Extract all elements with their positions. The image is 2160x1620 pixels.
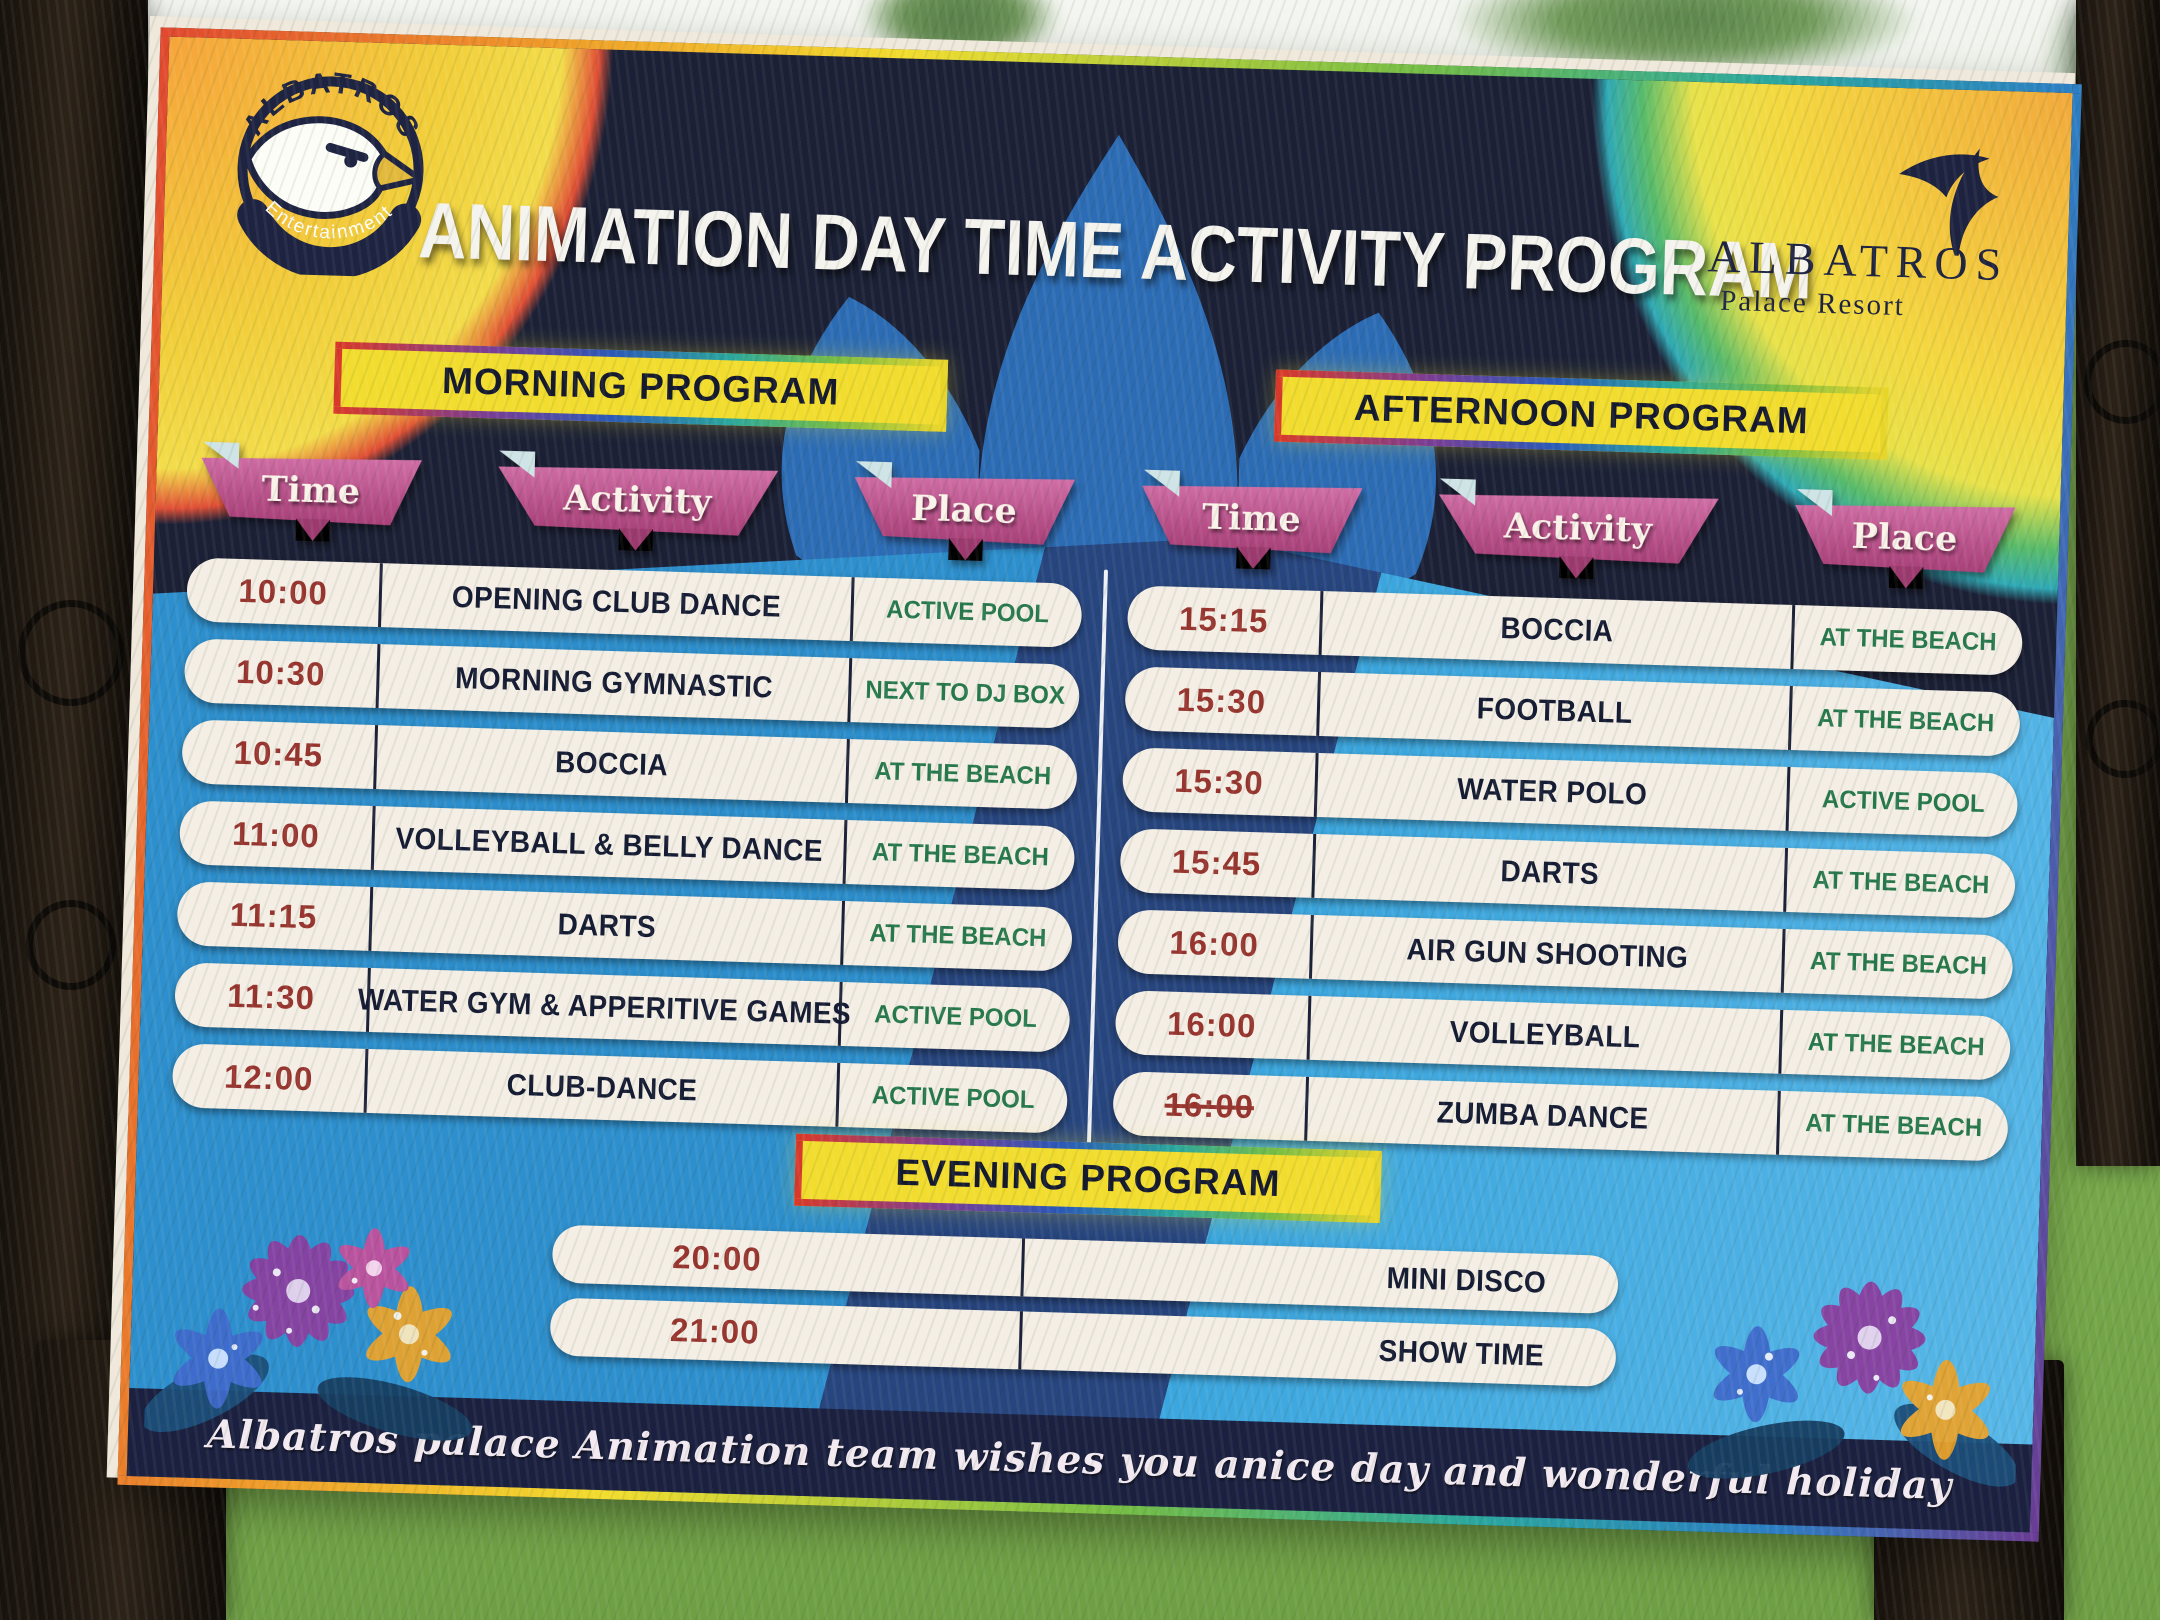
table-row: 20:00 MINI DISCO	[551, 1224, 1619, 1315]
place-header-ribbon: Place	[1789, 489, 2020, 589]
table-row: 15:15 BOCCIA AT THE BEACH	[1126, 585, 2024, 676]
row-activity: OPENING CLUB DANCE	[451, 579, 782, 624]
row-place: ACTIVE POOL	[1821, 785, 1986, 819]
activity-header-label: Activity	[562, 476, 712, 523]
row-place: ACTIVE POOL	[871, 1081, 1035, 1115]
table-row: 15:45 DARTS AT THE BEACH	[1119, 828, 2016, 919]
activity-program-sign: ALBATROS Entertainment ALBATROS Palace R…	[106, 16, 2082, 1542]
table-row: 11:15 DARTS AT THE BEACH	[176, 881, 1073, 972]
afternoon-column-headers: Time Activity Place	[1136, 469, 2021, 589]
lily-flowers-decoration	[1687, 1281, 2019, 1487]
row-time: 15:30	[1176, 680, 1267, 721]
table-row: 11:30 WATER GYM & APPERITIVE GAMES ACTIV…	[174, 962, 1071, 1053]
resort-subtitle-text: Palace Resort	[1719, 284, 1906, 323]
row-activity: DARTS	[1500, 854, 1600, 891]
time-header-label: Time	[1201, 495, 1302, 540]
row-activity: BOCCIA	[1500, 611, 1614, 648]
row-place: AT THE BEACH	[869, 919, 1047, 953]
row-place: NEXT TO DJ BOX	[864, 675, 1066, 711]
row-place: ACTIVE POOL	[873, 1000, 1038, 1034]
row-place: AT THE BEACH	[1809, 946, 1988, 981]
row-place: AT THE BEACH	[1819, 623, 1997, 657]
scroll-ornament-icon	[26, 900, 116, 990]
row-activity: VOLLEYBALL & BELLY DANCE	[395, 821, 824, 868]
row-time: 10:30	[235, 652, 327, 693]
table-row: 15:30 WATER POLO ACTIVE POOL	[1121, 747, 2019, 838]
scroll-ornament-icon	[2086, 700, 2160, 778]
poster: ALBATROS Entertainment ALBATROS Palace R…	[117, 27, 2082, 1542]
row-activity: FOOTBALL	[1476, 691, 1633, 730]
time-header-ribbon: Time	[1136, 469, 1367, 570]
lily-flowers-decoration	[143, 1228, 473, 1441]
row-activity: ZUMBA DANCE	[1436, 1095, 1649, 1136]
afternoon-program-section: AFTERNOON PROGRAM Time Activity Place 15…	[1112, 365, 2030, 1178]
row-place: AT THE BEACH	[871, 838, 1050, 872]
scroll-ornament-icon	[18, 600, 124, 706]
table-row: 10:00 OPENING CLUB DANCE ACTIVE POOL	[186, 557, 1083, 648]
activity-header-label: Activity	[1503, 504, 1653, 551]
albatros-entertainment-logo-icon: ALBATROS Entertainment	[237, 65, 428, 279]
row-place: AT THE BEACH	[1812, 866, 1990, 900]
row-time: 11:30	[226, 976, 316, 1017]
table-row: 15:30 FOOTBALL AT THE BEACH	[1124, 666, 2021, 757]
morning-program-section: MORNING PROGRAM Time Activity Place 10:0…	[171, 337, 1089, 1150]
row-activity: WATER POLO	[1456, 771, 1648, 811]
row-activity: SHOW TIME	[1378, 1333, 1545, 1373]
row-time: 10:00	[237, 571, 329, 612]
row-time: 10:45	[233, 733, 324, 774]
row-activity: WATER GYM & APPERITIVE GAMES	[357, 982, 852, 1031]
row-place: AT THE BEACH	[1804, 1108, 1983, 1143]
row-place: AT THE BEACH	[873, 757, 1052, 791]
row-activity: MINI DISCO	[1386, 1260, 1547, 1300]
iron-post-right	[2076, 0, 2160, 1167]
row-activity: DARTS	[557, 907, 657, 944]
scroll-ornament-icon	[2084, 340, 2160, 424]
resort-brand-text: ALBATROS	[1706, 230, 2011, 291]
time-header-label: Time	[260, 468, 361, 512]
afternoon-program-banner: AFTERNOON PROGRAM	[1273, 369, 1890, 460]
row-activity: MORNING GYMNASTIC	[454, 661, 774, 704]
morning-column-headers: Time Activity Place	[195, 441, 1080, 561]
place-header-ribbon: Place	[848, 461, 1079, 561]
table-row: 21:00 SHOW TIME	[549, 1297, 1617, 1388]
row-time: 21:00	[669, 1311, 761, 1351]
row-time: 20:00	[671, 1238, 763, 1278]
table-row: 11:00 VOLLEYBALL & BELLY DANCE AT THE BE…	[178, 800, 1076, 891]
place-header-label: Place	[910, 487, 1018, 532]
row-time: 12:00	[223, 1057, 314, 1098]
row-time: 11:15	[229, 895, 318, 936]
row-activity: CLUB-DANCE	[506, 1067, 698, 1107]
row-activity: AIR GUN SHOOTING	[1406, 932, 1689, 975]
table-row: 10:45 BOCCIA AT THE BEACH	[181, 719, 1078, 810]
table-row: 16:00 AIR GUN SHOOTING AT THE BEACH	[1117, 909, 2014, 1000]
row-activity: BOCCIA	[554, 745, 669, 782]
time-header-ribbon: Time	[195, 441, 426, 542]
program-columns: MORNING PROGRAM Time Activity Place 10:0…	[171, 337, 2030, 1178]
row-time: 15:15	[1178, 599, 1270, 640]
albatros-palace-resort-logo: ALBATROS Palace Resort	[1692, 130, 2027, 327]
row-time-struck: 16:00	[1164, 1085, 1255, 1126]
row-place: ACTIVE POOL	[885, 595, 1050, 629]
place-header-label: Place	[1850, 515, 1959, 560]
row-time: 15:30	[1173, 761, 1265, 802]
row-place: AT THE BEACH	[1816, 704, 1995, 738]
row-time: 16:00	[1168, 923, 1260, 964]
table-row: 10:30 MORNING GYMNASTIC NEXT TO DJ BOX	[183, 638, 1081, 729]
table-row: 16:00 VOLLEYBALL AT THE BEACH	[1114, 990, 2012, 1081]
row-place: AT THE BEACH	[1807, 1027, 1985, 1062]
activity-header-ribbon: Activity	[1431, 478, 1724, 580]
row-time: 11:00	[231, 814, 321, 855]
row-time: 16:00	[1166, 1004, 1257, 1045]
row-time: 15:45	[1171, 842, 1262, 883]
activity-header-ribbon: Activity	[491, 450, 784, 552]
row-activity: VOLLEYBALL	[1449, 1014, 1641, 1054]
